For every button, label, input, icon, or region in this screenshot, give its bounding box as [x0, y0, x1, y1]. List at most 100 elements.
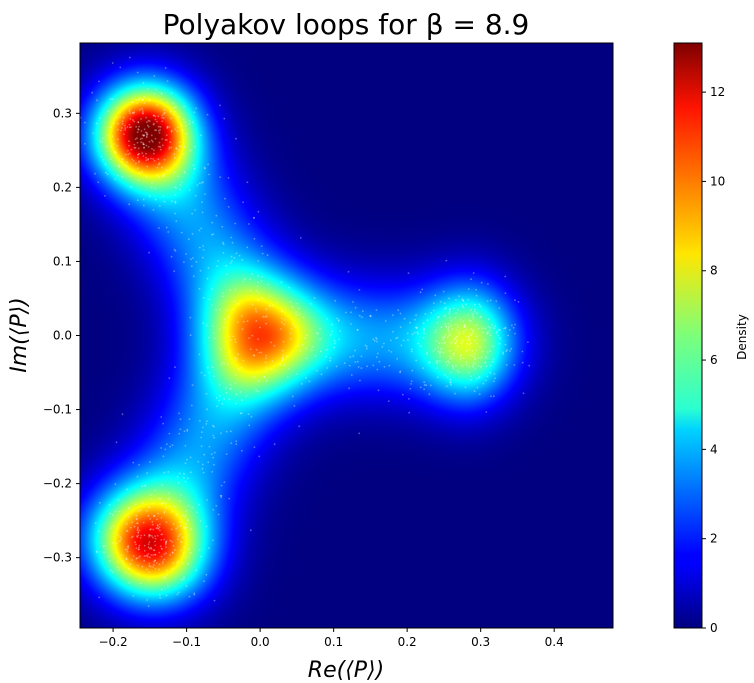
sample-point	[343, 362, 346, 365]
sample-point	[142, 110, 144, 112]
sample-point	[403, 317, 406, 320]
sample-point	[102, 545, 105, 548]
sample-point	[447, 335, 450, 338]
sample-point	[147, 543, 150, 546]
sample-point	[105, 171, 107, 174]
sample-point	[478, 303, 481, 306]
sample-point	[110, 527, 112, 529]
sample-point	[105, 145, 108, 148]
sample-point	[265, 370, 267, 373]
sample-point	[223, 318, 226, 321]
sample-point	[132, 535, 134, 538]
sample-point	[423, 384, 426, 386]
sample-point	[392, 314, 394, 316]
sample-point	[521, 350, 524, 353]
sample-point	[293, 325, 296, 328]
sample-point	[309, 302, 312, 305]
sample-point	[131, 559, 134, 561]
sample-point	[452, 352, 455, 355]
sample-point	[91, 91, 94, 94]
sample-point	[369, 314, 372, 317]
sample-point	[499, 329, 501, 332]
sample-point	[455, 339, 458, 341]
sample-point	[474, 357, 476, 360]
sample-point	[433, 302, 435, 304]
sample-point	[339, 330, 342, 332]
sample-point	[150, 528, 152, 531]
sample-point	[494, 325, 497, 327]
sample-point	[111, 135, 114, 138]
sample-point	[220, 364, 223, 367]
sample-point	[455, 312, 457, 315]
sample-point	[103, 551, 105, 554]
sample-point	[221, 295, 224, 298]
sample-point	[196, 184, 199, 186]
sample-point	[188, 189, 191, 192]
sample-point	[148, 99, 151, 102]
sample-point	[504, 326, 507, 329]
sample-point	[136, 137, 138, 140]
sample-point	[200, 371, 203, 374]
sample-point	[455, 364, 457, 367]
sample-point	[440, 347, 442, 350]
sample-point	[183, 576, 185, 578]
sample-point	[475, 288, 477, 291]
sample-point	[139, 108, 141, 111]
sample-point	[141, 134, 144, 137]
sample-point	[153, 114, 155, 116]
sample-point	[117, 122, 119, 125]
sample-point	[364, 344, 367, 347]
sample-point	[455, 336, 457, 339]
sample-point	[115, 542, 118, 545]
sample-point	[136, 535, 138, 538]
sample-point	[235, 359, 237, 362]
sample-point	[109, 512, 112, 515]
sample-point	[485, 411, 488, 413]
sample-point	[436, 367, 438, 369]
sample-point	[484, 362, 486, 364]
colorbar-gradient	[673, 42, 703, 629]
sample-point	[153, 93, 156, 95]
sample-point	[160, 416, 163, 418]
sample-point	[337, 320, 340, 322]
sample-point	[316, 369, 318, 372]
sample-point	[282, 349, 284, 352]
sample-point	[116, 174, 119, 177]
sample-point	[147, 514, 150, 517]
sample-point	[234, 338, 237, 341]
sample-point	[473, 353, 476, 355]
sample-point	[474, 367, 477, 370]
sample-point	[139, 138, 142, 140]
sample-point	[250, 415, 253, 418]
sample-point	[153, 515, 156, 517]
sample-point	[215, 504, 218, 507]
sample-point	[184, 480, 187, 483]
sample-point	[443, 342, 446, 344]
sample-point	[161, 138, 164, 140]
sample-point	[442, 290, 445, 293]
sample-point	[411, 369, 414, 372]
sample-point	[475, 323, 478, 326]
sample-point	[402, 339, 405, 342]
sample-point	[350, 374, 353, 376]
sample-point	[138, 161, 140, 164]
sample-point	[445, 259, 448, 262]
sample-point	[462, 330, 465, 332]
sample-point	[291, 306, 294, 309]
sample-point	[142, 521, 145, 524]
sample-point	[153, 515, 155, 518]
sample-point	[122, 560, 124, 562]
sample-point	[229, 430, 232, 433]
sample-point	[223, 481, 226, 484]
sample-point	[136, 536, 139, 538]
sample-point	[126, 161, 128, 164]
sample-point	[95, 551, 98, 554]
sample-point	[436, 376, 439, 379]
sample-point	[228, 335, 231, 338]
sample-point	[173, 549, 176, 551]
sample-point	[202, 249, 205, 251]
sample-point	[165, 507, 167, 510]
sample-point	[262, 315, 265, 318]
sample-point	[152, 536, 154, 539]
sample-point	[176, 593, 179, 596]
